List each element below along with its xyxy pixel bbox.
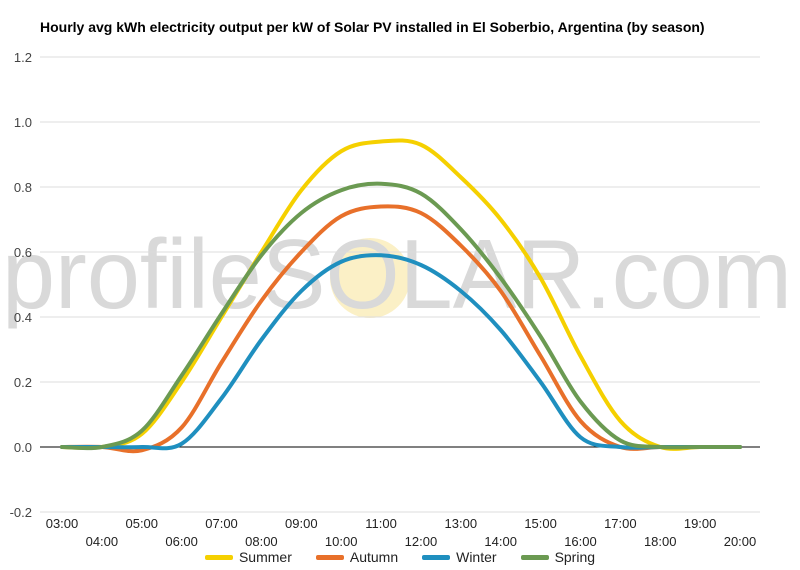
- series-lines: [60, 138, 742, 454]
- x-tick-label: 05:00: [125, 516, 158, 531]
- legend-item-spring[interactable]: Spring: [520, 549, 596, 565]
- x-tick-label: 12:00: [405, 534, 438, 549]
- x-tick-label: 14:00: [484, 534, 517, 549]
- x-tick-label: 19:00: [684, 516, 717, 531]
- series-line-spring: [60, 181, 742, 451]
- legend-label: Winter: [456, 549, 497, 565]
- y-tick-label: 1.2: [14, 50, 32, 65]
- grid-lines: [40, 56, 760, 513]
- x-tick-label: 04:00: [86, 534, 119, 549]
- y-axis-ticks: -0.2 0.0 0.2 0.4 0.6 0.8 1.0 1.2: [10, 50, 32, 520]
- y-tick-label: -0.2: [10, 505, 32, 520]
- x-tick-label: 09:00: [285, 516, 318, 531]
- x-tick-label: 13:00: [445, 516, 478, 531]
- series-line-summer: [60, 138, 742, 451]
- legend: Summer Autumn Winter Spring: [0, 549, 800, 565]
- x-tick-label: 20:00: [724, 534, 757, 549]
- legend-label: Summer: [238, 549, 292, 565]
- x-tick-label: 15:00: [524, 516, 557, 531]
- x-tick-label: 11:00: [365, 516, 397, 531]
- legend-swatch: [422, 554, 451, 560]
- x-tick-label: 08:00: [245, 534, 278, 549]
- legend-item-autumn[interactable]: Autumn: [315, 549, 399, 565]
- y-tick-label: 0.8: [14, 180, 32, 195]
- legend-item-winter[interactable]: Winter: [422, 549, 497, 565]
- legend-label: Autumn: [349, 549, 399, 565]
- watermark-text: profileSOLAR.com: [2, 230, 792, 329]
- watermark-logo: profileSOLAR.com: [2, 230, 792, 329]
- x-tick-label: 17:00: [604, 516, 637, 531]
- legend-label: Spring: [554, 549, 596, 565]
- x-tick-label: 18:00: [644, 534, 677, 549]
- y-tick-label: 0.2: [14, 375, 32, 390]
- series-line-autumn: [60, 204, 742, 454]
- x-tick-label: 16:00: [564, 534, 597, 549]
- legend-item-summer[interactable]: Summer: [204, 549, 292, 565]
- x-tick-label: 10:00: [325, 534, 358, 549]
- y-tick-label: 0.4: [14, 310, 32, 325]
- legend-swatch: [520, 554, 549, 560]
- chart-title: Hourly avg kWh electricity output per kW…: [40, 19, 705, 35]
- y-tick-label: 0.6: [14, 245, 32, 260]
- x-tick-label: 07:00: [205, 516, 238, 531]
- x-tick-label: 06:00: [165, 534, 198, 549]
- x-tick-label: 03:00: [46, 516, 79, 531]
- y-tick-label: 1.0: [14, 115, 32, 130]
- legend-swatch: [315, 554, 344, 560]
- y-tick-label: 0.0: [14, 440, 32, 455]
- legend-swatch: [204, 554, 233, 560]
- x-axis-ticks: 03:00 04:00 05:00 06:00 07:00 08:00 09:00 10:00…: [46, 516, 757, 549]
- series-line-winter: [60, 253, 742, 451]
